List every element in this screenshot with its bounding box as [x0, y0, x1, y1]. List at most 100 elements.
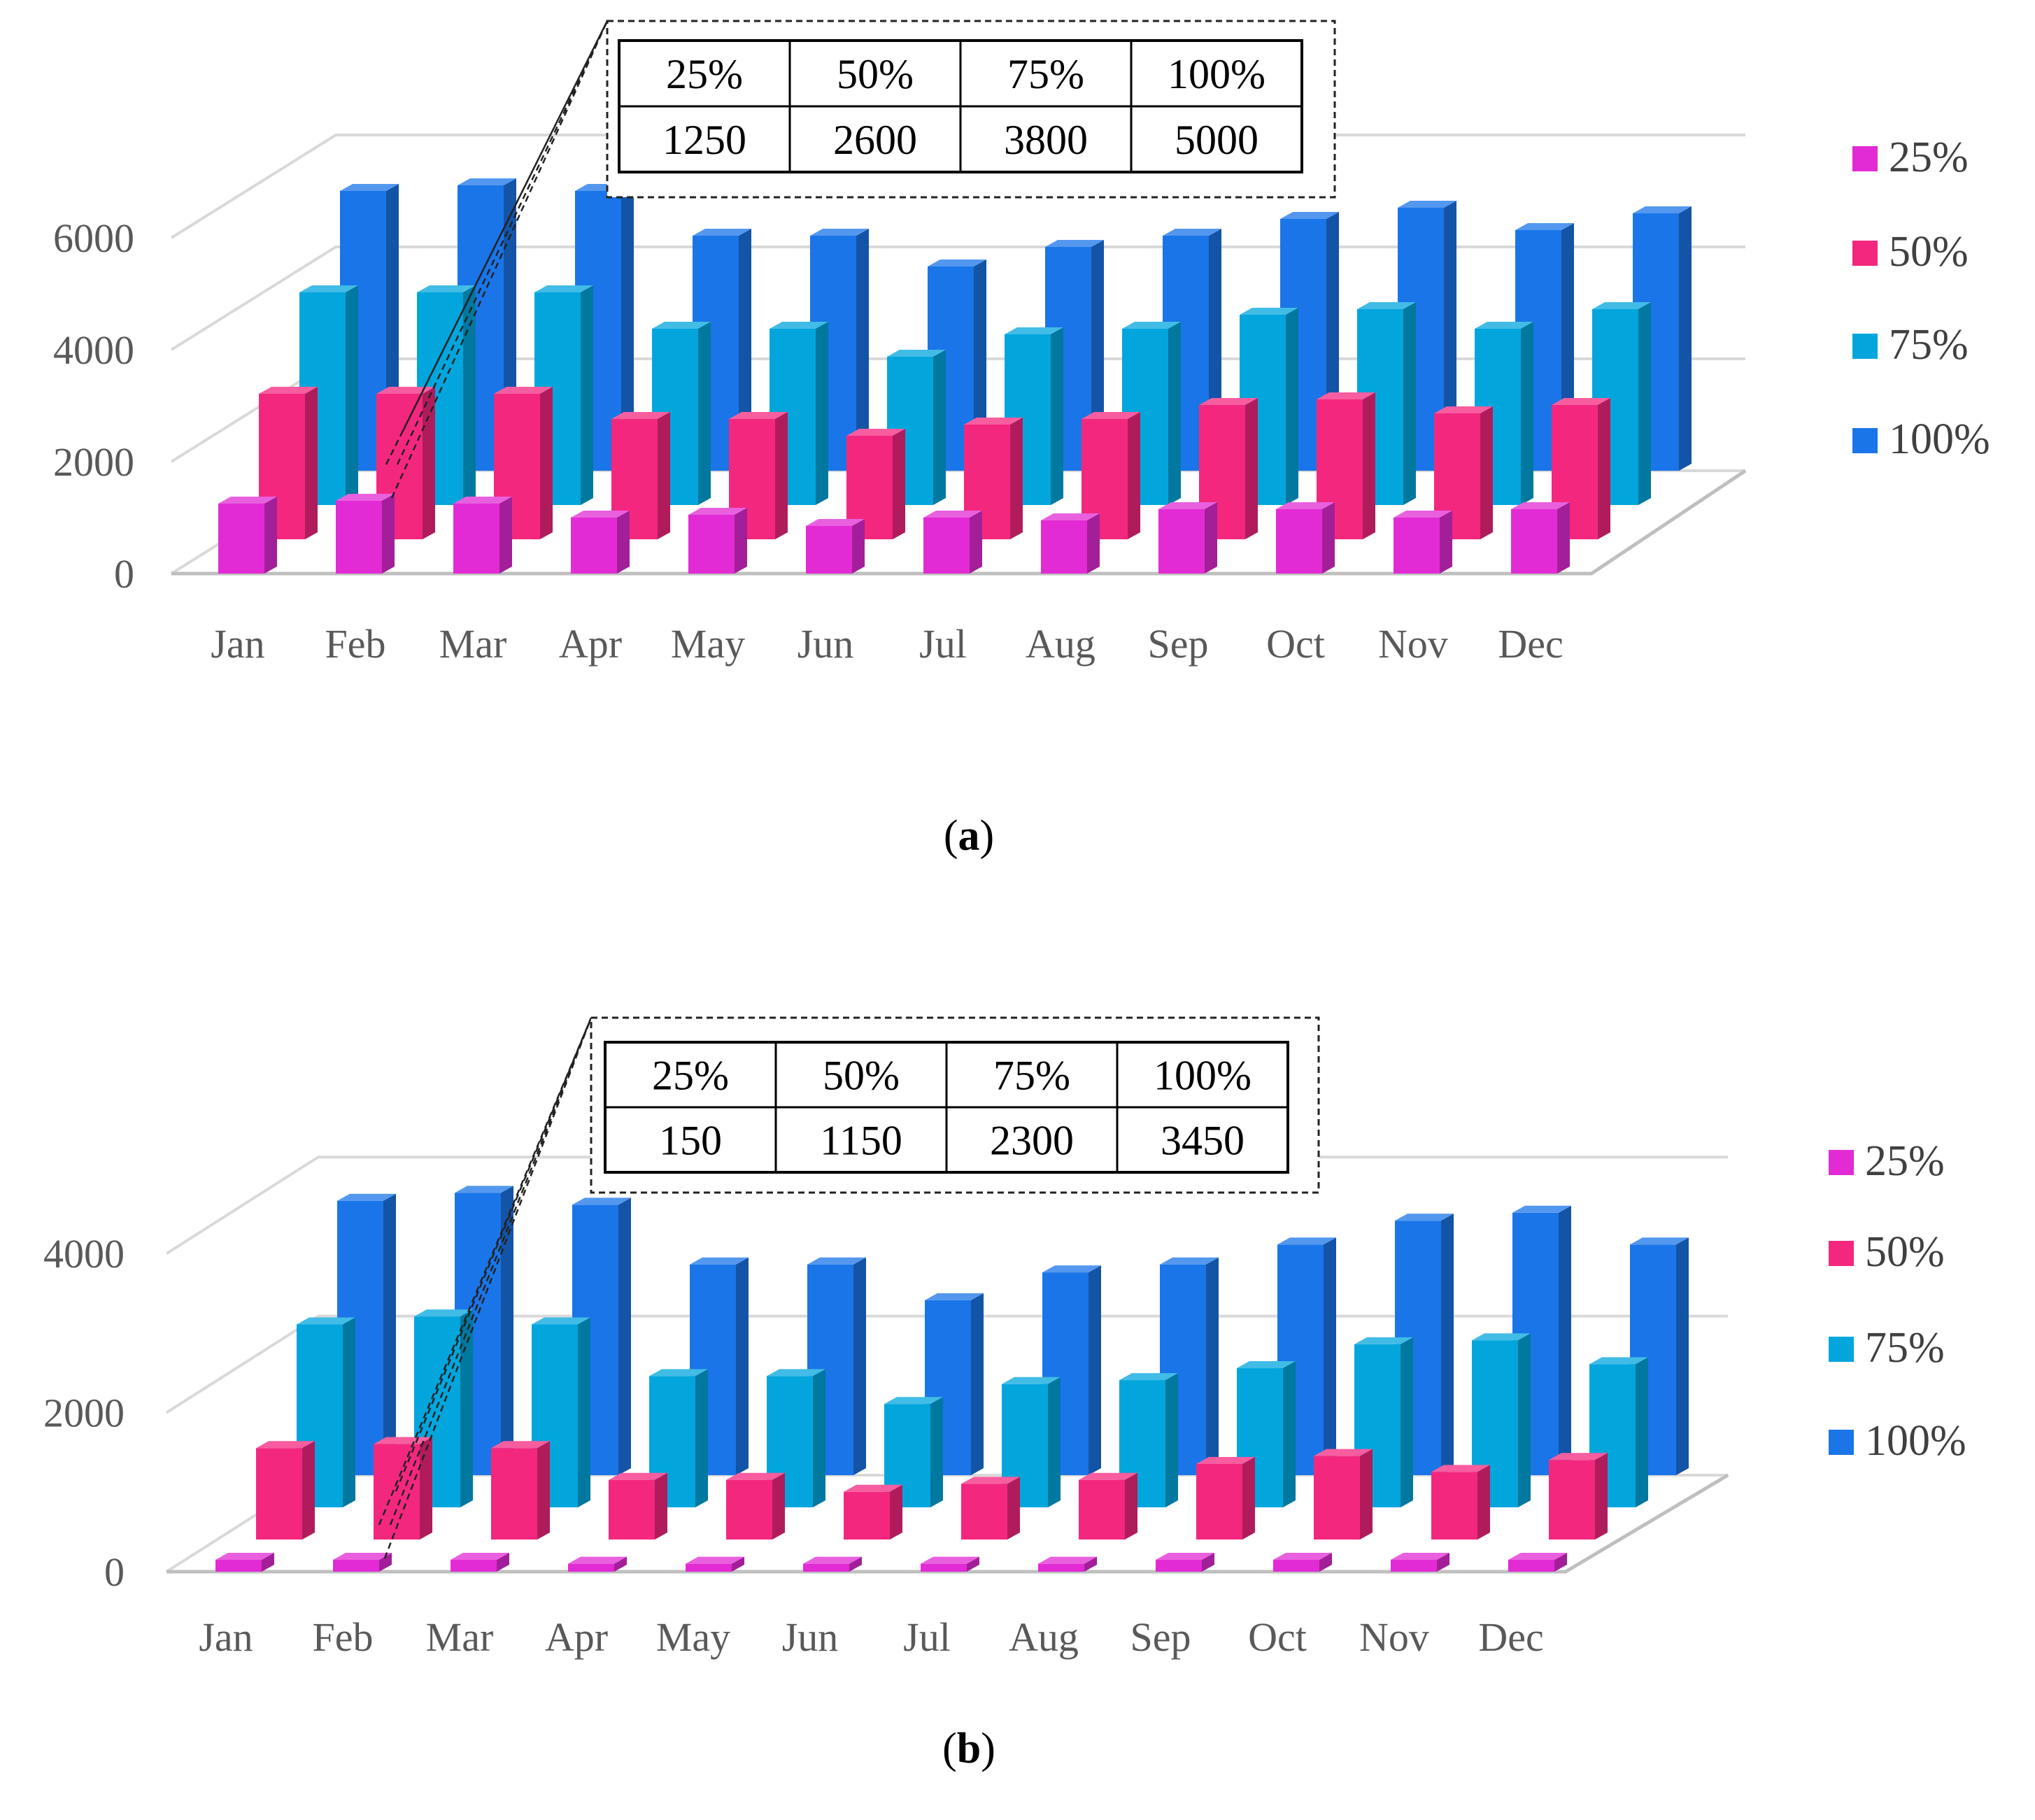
legend-item: 100% — [1829, 1417, 1966, 1465]
x-tick-label: Jul — [903, 1614, 951, 1660]
bar-25%-Jun — [806, 519, 865, 574]
series-50% — [256, 1437, 1608, 1540]
callout-header-cell: 100% — [1154, 1053, 1252, 1099]
x-tick-label: Sep — [1148, 621, 1209, 667]
bar-50%-Jan — [259, 387, 318, 539]
x-tick-label: Nov — [1378, 621, 1448, 667]
bar-50%-Sep — [1196, 1456, 1255, 1540]
x-tick-label: Aug — [1009, 1614, 1079, 1660]
bar-50%-Apr — [609, 1472, 667, 1540]
bar-25%-Aug — [1041, 513, 1100, 574]
legend-label: 50% — [1865, 1228, 1945, 1276]
x-tick-label: Nov — [1359, 1614, 1429, 1660]
legend-label: 100% — [1889, 415, 1990, 463]
bar-50%-Jan — [256, 1441, 315, 1540]
callout-header-cell: 25% — [666, 51, 743, 97]
series-25% — [218, 494, 1570, 574]
callout-header-cell: 75% — [1007, 51, 1084, 97]
x-tick-label: Jun — [797, 621, 854, 667]
bar-50%-Nov — [1434, 406, 1493, 539]
callout-header-cell: 50% — [837, 51, 914, 97]
x-tick-label: Sep — [1130, 1614, 1191, 1660]
legend-swatch — [1852, 241, 1878, 266]
bar-75%-Jun — [884, 1397, 943, 1507]
legend-item: 25% — [1852, 134, 1969, 181]
bar-25%-Oct — [1276, 502, 1335, 574]
callout-table: 25% 50% 75% 100% 1250 2600 3800 5000 — [606, 20, 1336, 199]
y-tick-label: 2000 — [53, 439, 134, 485]
x-tick-label: Apr — [545, 1614, 608, 1660]
legend-item: 75% — [1829, 1324, 1945, 1372]
bar-50%-Dec — [1549, 1453, 1608, 1540]
bar-50%-Jun — [844, 1484, 902, 1540]
legend-swatch — [1852, 146, 1878, 171]
y-tick-label: 2000 — [43, 1391, 125, 1436]
bar-25%-May — [686, 1556, 744, 1572]
x-tick-label: Feb — [313, 1614, 374, 1660]
bar-25%-Dec — [1508, 1552, 1567, 1572]
series-75% — [297, 1309, 1648, 1507]
bar-50%-Feb — [374, 1437, 432, 1540]
x-tick-label: Oct — [1266, 621, 1325, 667]
legend-label: 25% — [1865, 1137, 1945, 1185]
bar-50%-Feb — [376, 387, 435, 539]
bar-50%-Oct — [1314, 1449, 1373, 1540]
x-tick-label: May — [671, 621, 745, 667]
bar-50%-Mar — [491, 1441, 550, 1540]
callout-value-cell: 2300 — [990, 1118, 1074, 1164]
bar-100%-Jul — [1042, 1265, 1101, 1475]
callout-header-cell: 25% — [652, 1053, 729, 1099]
axis-floor — [171, 469, 1747, 576]
series-25% — [215, 1552, 1567, 1572]
gridline — [165, 1314, 1728, 1414]
x-tick-label: Jun — [782, 1614, 839, 1660]
legend-label: 75% — [1889, 321, 1969, 369]
bar-25%-Sep — [1158, 502, 1217, 574]
bar-50%-Jul — [961, 1477, 1020, 1540]
x-tick-label: Aug — [1026, 621, 1096, 667]
callout-table: 25% 50% 75% 100% 150 1150 2300 3450 — [590, 1016, 1320, 1194]
legend-swatch — [1829, 1241, 1854, 1266]
x-tick-label: Mar — [439, 621, 507, 667]
bar-25%-Feb — [336, 494, 395, 574]
bar-25%-Nov — [1394, 511, 1452, 574]
x-tick-label: Jan — [211, 621, 264, 667]
bar-25%-Apr — [568, 1556, 627, 1572]
callout-value-cell: 1150 — [820, 1118, 902, 1164]
callout-header-cell: 100% — [1168, 51, 1265, 97]
legend-label: 100% — [1865, 1417, 1966, 1465]
bar-25%-Mar — [451, 1552, 509, 1572]
callout-value-cell: 3450 — [1161, 1118, 1245, 1164]
bar-25%-Nov — [1391, 1552, 1449, 1572]
bar-25%-Jul — [923, 511, 982, 574]
legend-item: 75% — [1852, 321, 1969, 369]
x-tick-label: Dec — [1478, 1614, 1543, 1660]
x-tick-label: Apr — [559, 621, 622, 667]
legend-swatch — [1829, 1150, 1854, 1175]
callout-value-cell: 2600 — [833, 117, 917, 163]
y-tick-label: 4000 — [43, 1231, 125, 1277]
panel-label: (b) — [942, 1725, 995, 1772]
bar-25%-Jan — [218, 497, 277, 574]
legend-label: 25% — [1889, 134, 1969, 181]
legend-swatch — [1852, 428, 1878, 453]
legend-swatch — [1852, 334, 1878, 359]
bar-25%-Jun — [803, 1556, 862, 1572]
callout-header-cell: 50% — [823, 1053, 900, 1099]
legend-item: 50% — [1852, 228, 1969, 276]
legend-label: 50% — [1889, 228, 1969, 276]
x-tick-label: Jul — [919, 621, 967, 667]
callout-value-cell: 3800 — [1004, 117, 1088, 163]
bar-25%-Aug — [1038, 1556, 1097, 1572]
legend-swatch — [1829, 1337, 1854, 1362]
bars — [218, 178, 1692, 574]
bar-25%-Sep — [1156, 1552, 1214, 1572]
bar-25%-Jan — [215, 1552, 274, 1572]
gridline — [170, 246, 1745, 351]
bar-50%-Aug — [1079, 1472, 1137, 1540]
bar-25%-Dec — [1511, 502, 1570, 574]
legend-item: 50% — [1829, 1228, 1945, 1276]
legend-item: 100% — [1852, 415, 1990, 463]
y-tick-label: 0 — [104, 1549, 125, 1595]
